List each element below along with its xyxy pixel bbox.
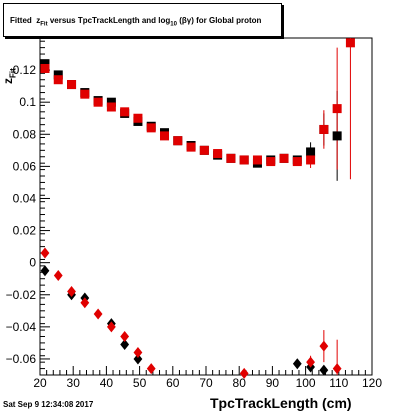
data-point-diamond	[93, 308, 103, 320]
data-point-square	[279, 153, 289, 163]
x-tick-label: 90	[266, 376, 280, 390]
x-tick-label: 40	[100, 376, 114, 390]
data-point-square	[53, 75, 63, 85]
data-points	[40, 38, 355, 379]
x-tick-label: 60	[166, 376, 180, 390]
y-tick-label: −0.06	[6, 352, 37, 366]
y-tick-label: 0.02	[13, 224, 37, 238]
y-tick-label: 0	[29, 256, 36, 270]
data-point-square	[40, 59, 50, 69]
data-point-square	[80, 89, 90, 99]
x-tick-label: 30	[67, 376, 81, 390]
x-tick-label: 70	[199, 376, 213, 390]
data-point-diamond	[80, 297, 90, 309]
timestamp-footer: Sat Sep 9 12:34:08 2017	[3, 400, 94, 409]
y-tick-label: 0.12	[13, 63, 37, 77]
data-point-square	[252, 155, 262, 165]
data-point-square	[345, 38, 355, 48]
data-point-diamond	[133, 353, 143, 365]
x-axis-label: TpcTrackLength (cm)	[210, 395, 352, 411]
data-point-square	[306, 155, 316, 165]
data-point-diamond	[146, 363, 156, 375]
data-point-square	[106, 97, 116, 107]
data-point-diamond	[292, 358, 302, 370]
data-point-diamond	[239, 367, 249, 379]
data-point-diamond	[67, 286, 76, 298]
data-point-square	[120, 107, 130, 117]
data-point-square	[40, 63, 50, 73]
data-point-square	[106, 102, 116, 112]
data-point-square	[266, 157, 276, 167]
data-point-square	[213, 149, 223, 159]
x-tick-label: 20	[33, 376, 47, 390]
data-point-square	[53, 70, 63, 80]
x-tick-label: 110	[329, 376, 348, 390]
x-tick-label: 100	[296, 376, 316, 390]
y-tick-label: 0.1	[19, 95, 36, 109]
data-point-diamond	[53, 270, 63, 282]
title-box: Fitted zFit versus TpcTrackLength and lo…	[3, 3, 282, 37]
data-point-square	[332, 131, 342, 141]
data-point-square	[160, 131, 169, 141]
y-tick-label: 0.04	[13, 191, 37, 205]
data-point-diamond	[319, 340, 329, 352]
data-point-square	[319, 124, 329, 134]
data-point-square	[133, 113, 143, 123]
data-point-diamond	[106, 321, 116, 333]
data-point-diamond	[306, 356, 315, 368]
data-point-diamond	[40, 247, 50, 259]
axis-tick-labels: 20 30 40 50 60 70 80 90 100 110 120 −0.06 −0.04 −0.02…	[6, 63, 383, 390]
y-axis-label: zFit	[1, 68, 18, 84]
data-point-square	[199, 145, 209, 155]
data-point-diamond	[120, 339, 130, 351]
data-point-diamond	[133, 347, 143, 359]
data-point-square	[332, 104, 342, 114]
data-point-diamond	[332, 363, 342, 375]
chart-title: Fitted zFit versus TpcTrackLength and lo…	[10, 16, 262, 28]
data-point-square	[93, 97, 103, 107]
data-point-square	[186, 142, 196, 152]
x-tick-label: 80	[233, 376, 247, 390]
data-point-square	[306, 147, 316, 157]
x-tick-label: 120	[362, 376, 382, 390]
data-point-square	[292, 157, 302, 167]
data-point-diamond	[40, 265, 50, 277]
data-point-square	[239, 155, 249, 165]
data-point-square	[226, 153, 236, 163]
data-point-square	[67, 80, 77, 90]
y-tick-label: 0.08	[13, 127, 37, 141]
data-point-square	[173, 136, 183, 146]
x-tick-label: 50	[133, 376, 147, 390]
y-tick-label: 0.06	[13, 159, 37, 173]
y-tick-label: −0.04	[6, 320, 37, 334]
y-tick-label: −0.02	[6, 288, 37, 302]
data-point-diamond	[120, 330, 130, 342]
plot-frame	[39, 37, 373, 376]
data-point-square	[146, 123, 156, 133]
data-point-diamond	[319, 364, 329, 376]
